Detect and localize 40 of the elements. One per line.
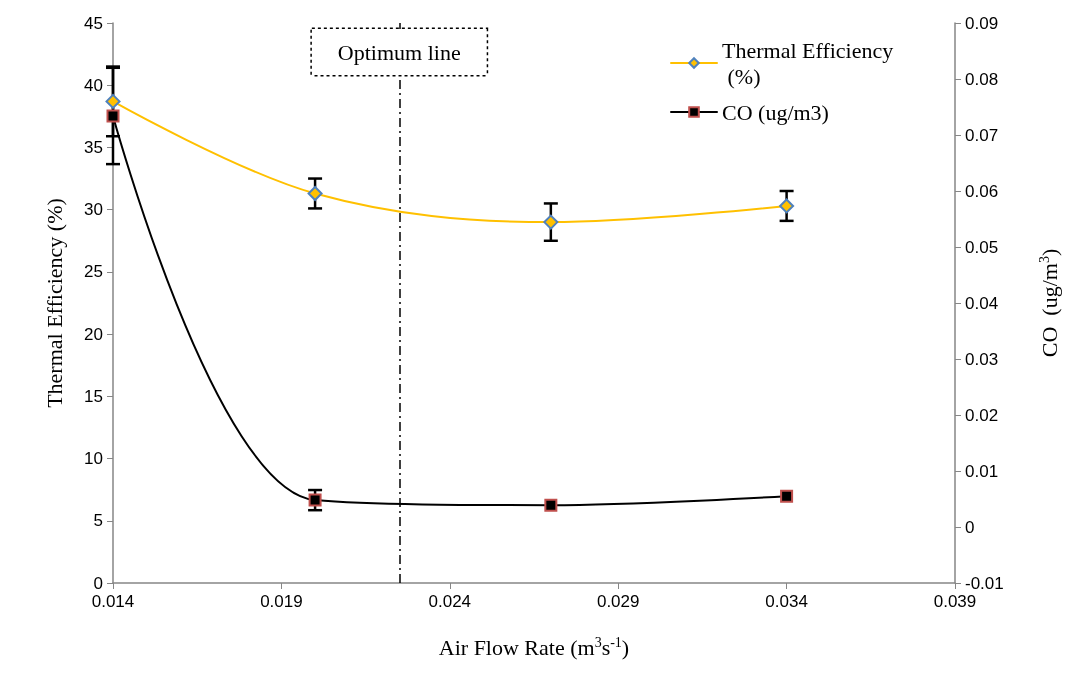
y-tick-label: 45	[84, 13, 103, 33]
x-tick-label: 0.019	[260, 592, 303, 611]
y-tick-label: 30	[84, 200, 103, 220]
y2-tick-label: 0.07	[965, 125, 999, 145]
y-tick-label: 40	[84, 75, 103, 95]
y-tick-label: 10	[84, 449, 103, 469]
y2-tick-label: 0.03	[965, 349, 999, 369]
point	[308, 493, 322, 507]
y-tick-label: 0	[93, 573, 103, 593]
y2-tick-label: -0.01	[965, 573, 1004, 593]
y2-tick-label: 0.04	[965, 293, 999, 313]
y-tick-label: 15	[84, 386, 103, 406]
point	[543, 214, 559, 230]
y2-tick-label: 0.01	[965, 461, 999, 481]
y2-tick-label: 0.02	[965, 405, 999, 425]
x-tick-label: 0.039	[933, 592, 977, 611]
x-tick-label: 0.029	[596, 592, 640, 611]
point	[544, 498, 558, 512]
point	[307, 185, 323, 201]
y2-tick-label: 0.08	[965, 69, 999, 89]
y-tick-label: 20	[84, 324, 103, 344]
ref-line-label: Optimum line	[337, 39, 461, 65]
y2-tick-label: 0	[965, 517, 975, 537]
legend-label: CO (ug/m3)	[722, 99, 829, 125]
x-tick-label: 0.014	[91, 592, 135, 611]
x-tick-label: 0.024	[428, 592, 472, 611]
y2-tick-label: 0.05	[965, 237, 999, 257]
y-axis-title: Thermal Efficiency (%)	[41, 198, 67, 408]
point	[779, 198, 795, 214]
point	[780, 489, 794, 503]
x-tick-label: 0.034	[765, 592, 808, 611]
point	[106, 109, 120, 123]
y2-axis-title: CO (ug/m3)	[1036, 248, 1062, 358]
y-tick-label: 5	[93, 511, 103, 531]
y2-tick-label: 0.09	[965, 13, 999, 33]
y-tick-label: 35	[84, 137, 103, 157]
y-tick-label: 25	[84, 262, 103, 282]
point	[105, 93, 121, 109]
legend-label: Thermal Efficiency (%)	[722, 37, 894, 89]
y2-tick-label: 0.06	[965, 181, 999, 201]
